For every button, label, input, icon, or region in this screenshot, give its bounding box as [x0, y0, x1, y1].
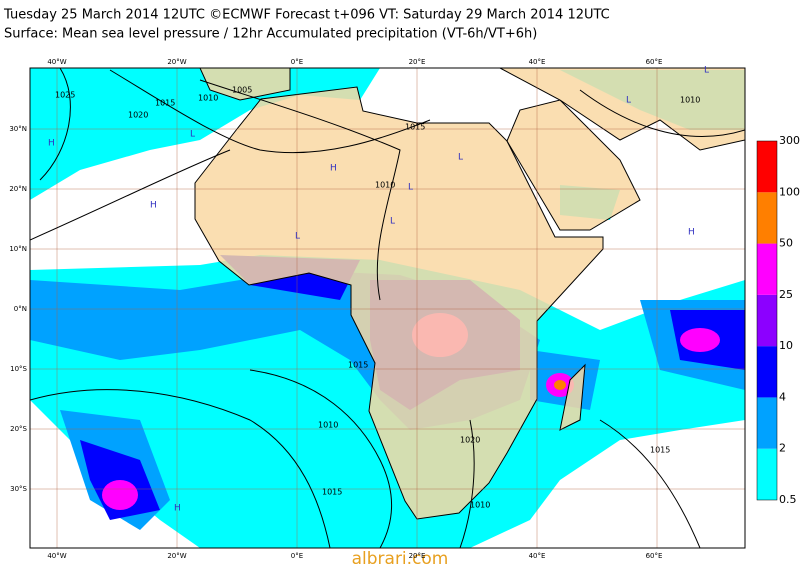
isobar-label: 1010 [318, 421, 338, 430]
pressure-centre: H [150, 201, 157, 211]
colorbar-segment [757, 243, 777, 295]
colorbar-segment [757, 141, 777, 193]
lat-label: 30°N [9, 125, 27, 133]
pressure-centre: L [295, 232, 300, 242]
colorbar-label: 300 [779, 134, 800, 147]
lon-label: 20°W [167, 552, 186, 560]
colorbar-label: 50 [779, 237, 793, 250]
pressure-centre: L [704, 66, 709, 76]
colorbar-segment [757, 346, 777, 398]
lon-label: 40°W [47, 552, 66, 560]
pressure-centre: L [626, 96, 631, 106]
colorbar-label: 25 [779, 288, 793, 301]
isobar-label: 1005 [232, 86, 252, 95]
isobar-label: 1015 [348, 361, 368, 370]
isobar-label: 1020 [460, 436, 480, 445]
lon-label: 20°E [409, 552, 426, 560]
colorbar-frame [756, 140, 778, 501]
pressure-centre: L [390, 217, 395, 227]
lon-label: 60°E [646, 552, 663, 560]
isobar-label: 1015 [155, 99, 175, 108]
isobar-label: 1010 [375, 181, 395, 190]
pressure-centre: H [330, 164, 337, 174]
lon-label: 20°W [167, 58, 186, 66]
pressure-centre: L [458, 153, 463, 163]
colorbar-segment [757, 192, 777, 244]
colorbar-label: 4 [779, 390, 786, 403]
lon-label: 60°E [646, 58, 663, 66]
isobar-label: 1025 [55, 91, 75, 100]
lat-label: 20°S [10, 425, 27, 433]
subtitle: Surface: Mean sea level pressure / 12hr … [4, 27, 537, 42]
colorbar-label: 10 [779, 339, 793, 352]
isobar-label: 1020 [128, 111, 148, 120]
pressure-centre: H [174, 504, 181, 514]
isobar-label: 1010 [198, 94, 218, 103]
isobar-label: 1015 [322, 488, 342, 497]
lat-label: 10°N [9, 245, 27, 253]
isobar-label: 1015 [650, 446, 670, 455]
lat-label: 10°S [10, 365, 27, 373]
lon-label: 40°E [529, 58, 546, 66]
watermark: albrari.com [352, 549, 449, 568]
colorbar-label: 100 [779, 185, 800, 198]
pressure-centre: H [48, 139, 55, 149]
lat-label: 30°S [10, 485, 27, 493]
isobar-label: 1010 [680, 96, 700, 105]
lat-label: 20°N [9, 185, 27, 193]
title: Tuesday 25 March 2014 12UTC ©ECMWF Forec… [3, 8, 610, 23]
isobar-label: 1010 [470, 501, 490, 510]
lon-label: 40°W [47, 58, 66, 66]
colorbar-segment [757, 448, 777, 500]
lon-label: 0°E [291, 58, 303, 66]
lon-label: 20°E [409, 58, 426, 66]
map [30, 68, 745, 548]
graticule [30, 68, 745, 548]
pressure-centre: L [190, 130, 195, 140]
lat-label: 0°N [14, 305, 27, 313]
colorbar-segment [757, 294, 777, 347]
lon-label: 40°E [529, 552, 546, 560]
isobar-label: 1015 [405, 123, 425, 132]
pressure-centre: L [408, 183, 413, 193]
lon-label: 0°E [291, 552, 303, 560]
pressure-centre: H [688, 228, 695, 238]
isobars [30, 68, 745, 548]
map-frame [29, 67, 746, 549]
colorbar-label: 2 [779, 442, 786, 455]
colorbar-segment [757, 397, 777, 449]
colorbar-label: 0.5 [779, 493, 797, 506]
